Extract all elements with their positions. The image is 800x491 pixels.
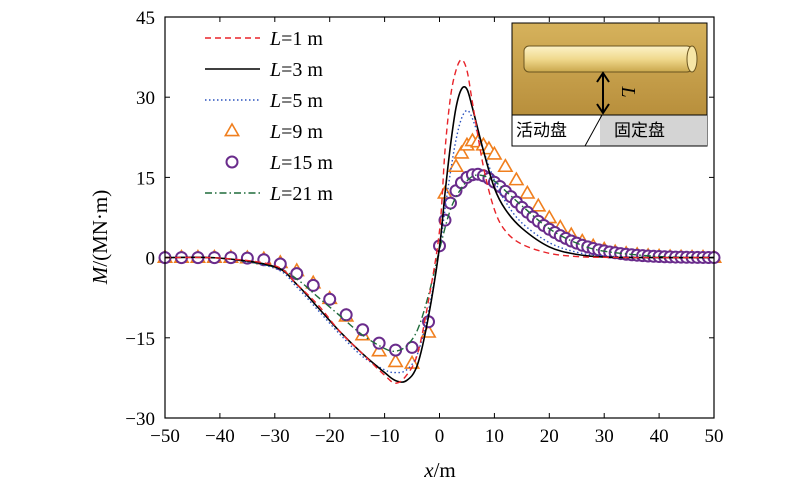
y-axis-title: M/(MN·m) (88, 190, 112, 286)
series-l-3-m (164, 86, 715, 383)
inset-fault-line (584, 114, 603, 147)
ticks: −50 −40 −30 −20 −10 0 10 20 30 40 50 −30 −15 0 15 30 45 (125, 8, 723, 447)
series-l-1-m (164, 59, 715, 384)
legend-label: L=5 m (269, 90, 323, 112)
legend-item: L=15 m (225, 152, 333, 174)
inset-fixed-plate (600, 115, 707, 146)
inset-right-label: 固定盘 (614, 121, 665, 141)
y-tick-label: 0 (146, 249, 156, 270)
legend-item: L=3 m (205, 59, 323, 81)
x-tick-label: 50 (705, 426, 724, 447)
series-l-21-m (164, 174, 715, 353)
y-tick-label: 15 (136, 168, 155, 189)
data-point (519, 184, 536, 199)
series-line (164, 59, 715, 384)
x-tick-label: −20 (315, 426, 345, 447)
x-tick-label: 40 (650, 426, 669, 447)
inset-dimension-label: L (617, 85, 639, 97)
data-point (447, 158, 465, 173)
x-axis-title: x/m (423, 458, 456, 482)
data-point (306, 278, 320, 292)
series-layer (156, 59, 723, 384)
data-point (290, 267, 304, 281)
series-line (164, 109, 715, 374)
inset-schematic: L 活动盘 固定盘 (511, 22, 708, 147)
x-tick-label: 0 (435, 426, 445, 447)
inset-rod (523, 45, 693, 73)
legend-marker (225, 155, 239, 169)
legend-label: L=21 m (269, 183, 333, 205)
data-point (497, 158, 514, 173)
data-point (371, 342, 388, 357)
series-l-5-m (164, 109, 715, 374)
data-point (387, 353, 404, 368)
series-line (164, 174, 715, 353)
legend-item: L=5 m (205, 90, 323, 112)
inset-rod-end (686, 45, 698, 73)
legend-item: L=9 m (223, 121, 323, 143)
x-tick-label: −30 (260, 426, 290, 447)
x-tick-label: 10 (485, 426, 504, 447)
x-tick-label: −50 (150, 426, 180, 447)
legend-item: L=21 m (205, 183, 333, 205)
legend-marker (223, 122, 241, 137)
inset-arrow-head-bottom (596, 103, 610, 115)
legend: L=1 m L=3 m L=5 m L=9 m L=15 m L=21 m (205, 28, 333, 205)
data-point (405, 340, 419, 354)
x-tick-label: −10 (370, 426, 400, 447)
y-tick-label: −30 (125, 409, 155, 430)
data-point (323, 292, 337, 306)
series-line (164, 86, 715, 383)
data-point (356, 323, 370, 337)
legend-label: L=9 m (269, 121, 323, 143)
data-point (508, 171, 525, 186)
inset-arrow-head-top (596, 71, 610, 83)
legend-label: L=3 m (269, 59, 323, 81)
x-tick-label: 30 (595, 426, 614, 447)
x-tick-label: −40 (205, 426, 235, 447)
legend-label: L=15 m (269, 152, 333, 174)
data-point (339, 308, 353, 322)
legend-label: L=1 m (269, 28, 323, 50)
y-tick-label: 30 (136, 88, 155, 109)
y-tick-label: −15 (125, 329, 155, 350)
inset-frame (511, 22, 708, 147)
data-point (224, 251, 238, 265)
data-point (486, 145, 503, 160)
data-point (530, 197, 547, 212)
y-tick-label: 45 (136, 8, 155, 29)
inset-left-label: 活动盘 (516, 121, 567, 141)
x-tick-label: 20 (540, 426, 559, 447)
data-point (453, 144, 470, 159)
legend-item: L=1 m (205, 28, 323, 50)
